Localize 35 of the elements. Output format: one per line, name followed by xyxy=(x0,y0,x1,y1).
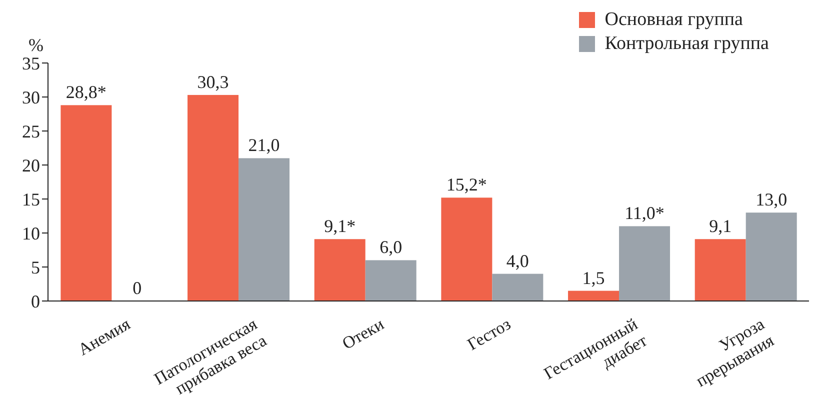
data-label: 28,8* xyxy=(66,82,106,102)
bar xyxy=(441,198,492,301)
bar xyxy=(492,274,544,301)
data-label: 30,3 xyxy=(197,72,229,92)
data-label: 4,0 xyxy=(506,250,529,271)
bar xyxy=(238,158,290,301)
legend-label: Основная группа xyxy=(604,8,743,32)
data-label: 9,1* xyxy=(324,216,356,236)
data-label: 6,0 xyxy=(380,237,402,258)
y-tick-label: 0 xyxy=(31,291,40,312)
bar xyxy=(314,239,366,301)
y-tick-label: 35 xyxy=(22,53,40,74)
y-tick-label: 25 xyxy=(22,121,40,142)
data-label: 15,2* xyxy=(446,174,487,195)
y-tick-label: 20 xyxy=(22,155,40,176)
data-label: 21,0 xyxy=(248,135,280,156)
bar xyxy=(746,212,797,301)
bar xyxy=(619,226,670,301)
bar xyxy=(694,239,746,301)
y-tick-label: 10 xyxy=(22,223,40,244)
bar xyxy=(188,94,239,301)
data-label: 13,0 xyxy=(756,190,788,210)
bar xyxy=(365,260,416,301)
y-tick-label: 30 xyxy=(22,87,40,108)
y-tick-label: 15 xyxy=(22,189,40,210)
data-label: 0 xyxy=(132,278,142,298)
bar xyxy=(60,105,112,301)
y-tick-label: 5 xyxy=(31,257,40,278)
data-label: 1,5 xyxy=(582,268,605,288)
y-axis-title: % xyxy=(28,35,44,55)
bar xyxy=(568,290,620,301)
data-label: 9,1 xyxy=(709,216,732,236)
x-tick-label: Отеки xyxy=(338,314,388,354)
data-label: 11,0* xyxy=(624,203,664,224)
legend-label: Контрольная группа xyxy=(604,32,769,56)
